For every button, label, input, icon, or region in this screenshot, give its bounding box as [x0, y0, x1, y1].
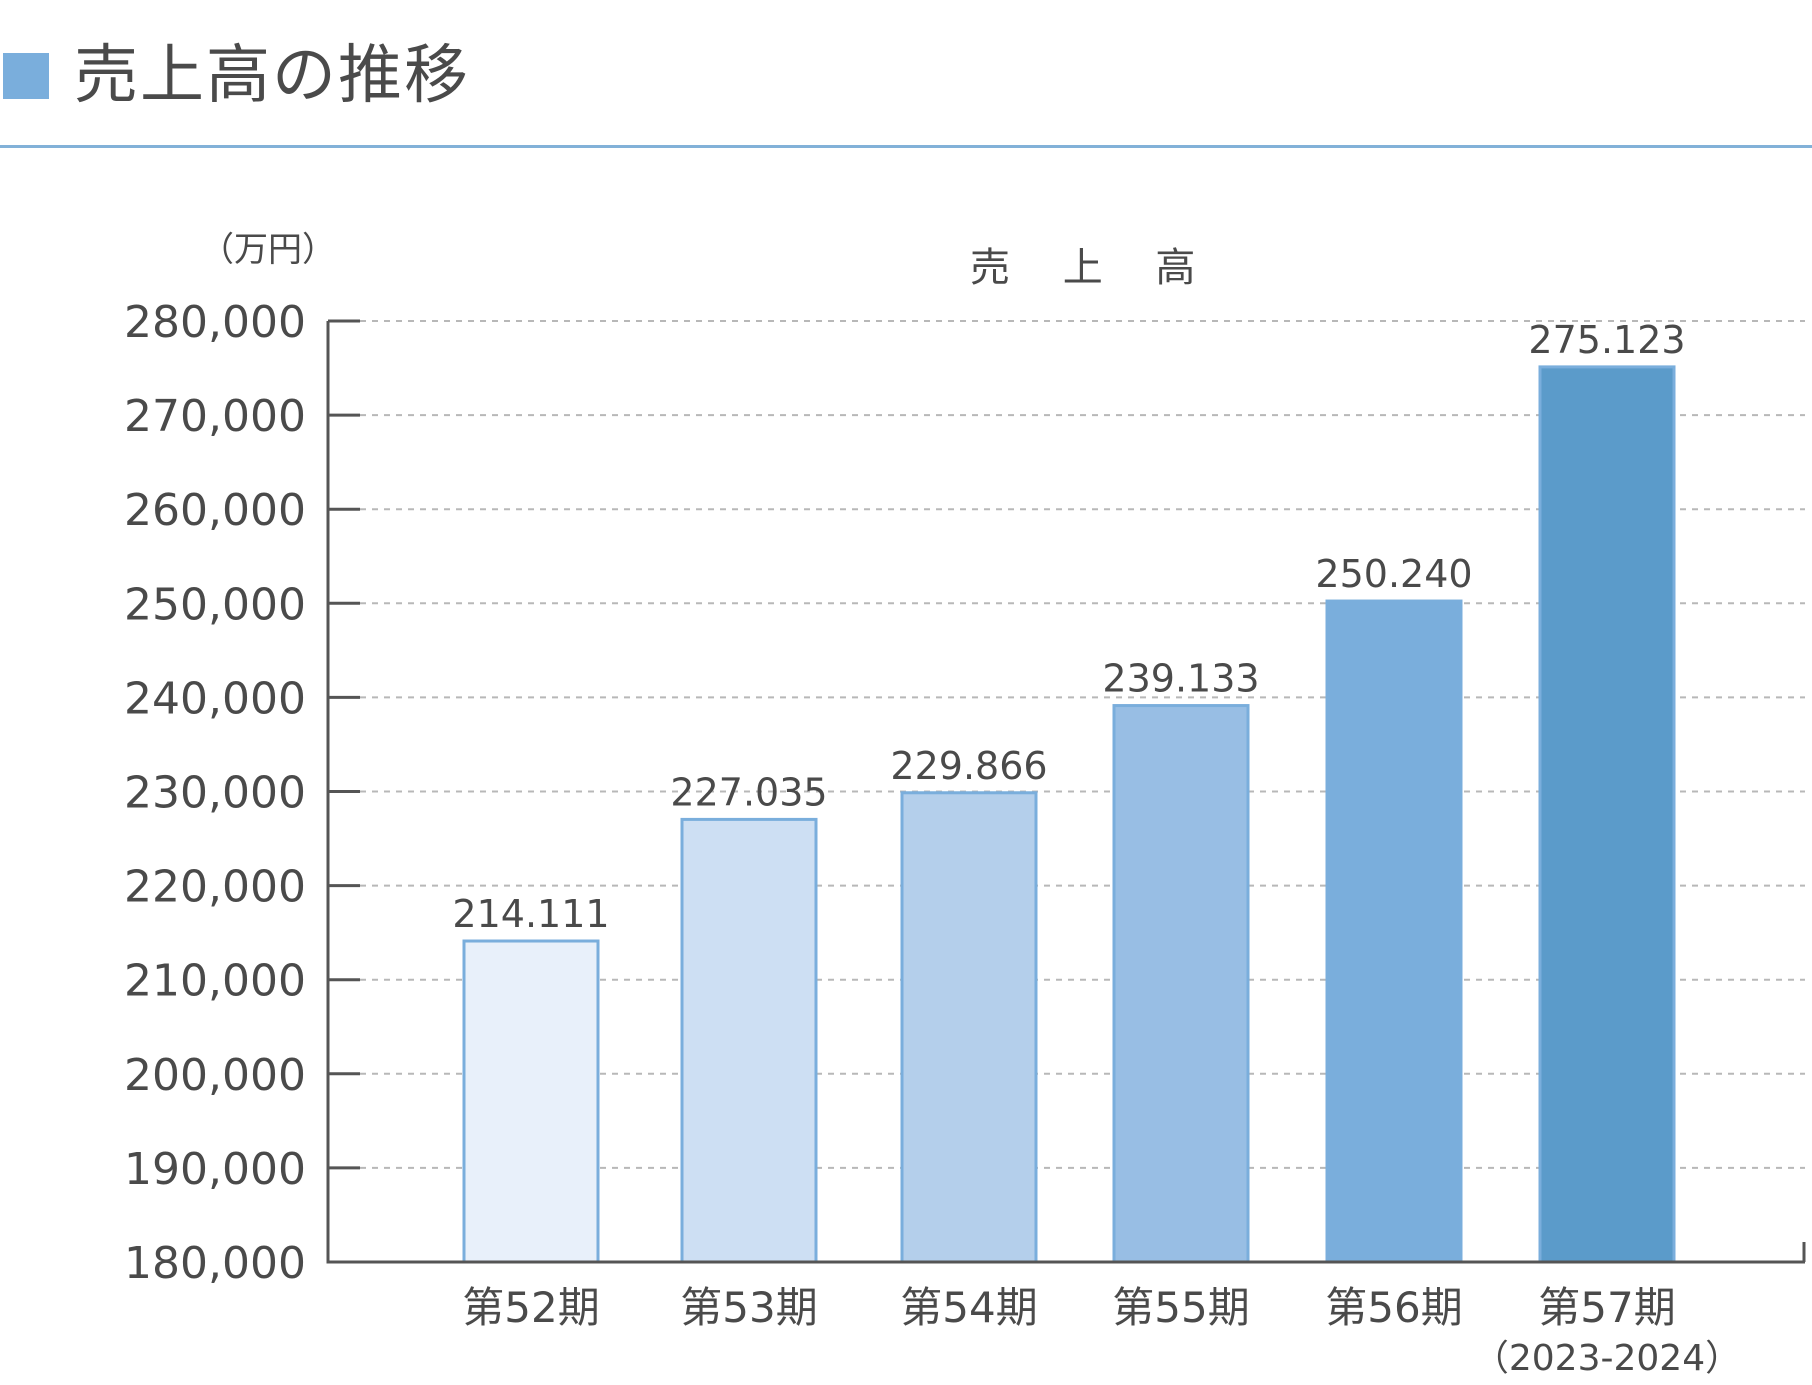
bar: [680, 817, 818, 1264]
y-tick-label: 270,000: [124, 391, 306, 442]
y-tick-label: 180,000: [124, 1238, 306, 1289]
bar: [1112, 704, 1250, 1264]
x-category-label: 第52期: [462, 1283, 599, 1332]
bar-value-label: 229.866: [890, 744, 1047, 788]
y-tick-label: 260,000: [124, 485, 306, 536]
x-category-label: 第54期: [900, 1283, 1037, 1332]
y-tick-label: 210,000: [124, 956, 306, 1007]
bar-value-label: 227.035: [670, 770, 827, 814]
bar: [462, 939, 600, 1264]
page-header: 売上高の推移: [0, 0, 1812, 150]
header-divider: [0, 145, 1812, 148]
bar-value-label: 250.240: [1315, 552, 1472, 596]
bar-value-label: 239.133: [1102, 657, 1259, 701]
axes: [326, 319, 1806, 1264]
y-tick-label: 220,000: [124, 862, 306, 913]
y-tick-label: 190,000: [124, 1144, 306, 1195]
page-title: 売上高の推移: [74, 39, 470, 113]
bars: [462, 365, 1676, 1264]
bar: [900, 791, 1038, 1264]
x-category-label: 第53期: [680, 1283, 817, 1332]
bar: [1325, 599, 1463, 1264]
title-marker-square: [3, 53, 49, 99]
bar: [1538, 365, 1676, 1264]
y-tick-label: 240,000: [124, 673, 306, 724]
bar-value-label: 275.123: [1528, 318, 1685, 362]
y-tick-label: 280,000: [124, 297, 306, 348]
x-category-label: 第56期: [1325, 1283, 1462, 1332]
chart-title: 売 上 高: [970, 245, 1216, 291]
y-tick-label: 250,000: [124, 579, 306, 630]
bar-value-label: 214.111: [452, 892, 609, 936]
labels: 180,000 190,000 200,000 210,000 220,000 230,0…: [124, 297, 1741, 1379]
y-tick-label: 230,000: [124, 768, 306, 819]
x-category-label: 第55期: [1112, 1283, 1249, 1332]
y-tick-label: 200,000: [124, 1050, 306, 1101]
y-axis-unit-label: （万円）: [200, 230, 336, 270]
x-category-sublabel: （2023-2024）: [1473, 1338, 1741, 1379]
x-category-label: 第57期: [1538, 1283, 1675, 1332]
